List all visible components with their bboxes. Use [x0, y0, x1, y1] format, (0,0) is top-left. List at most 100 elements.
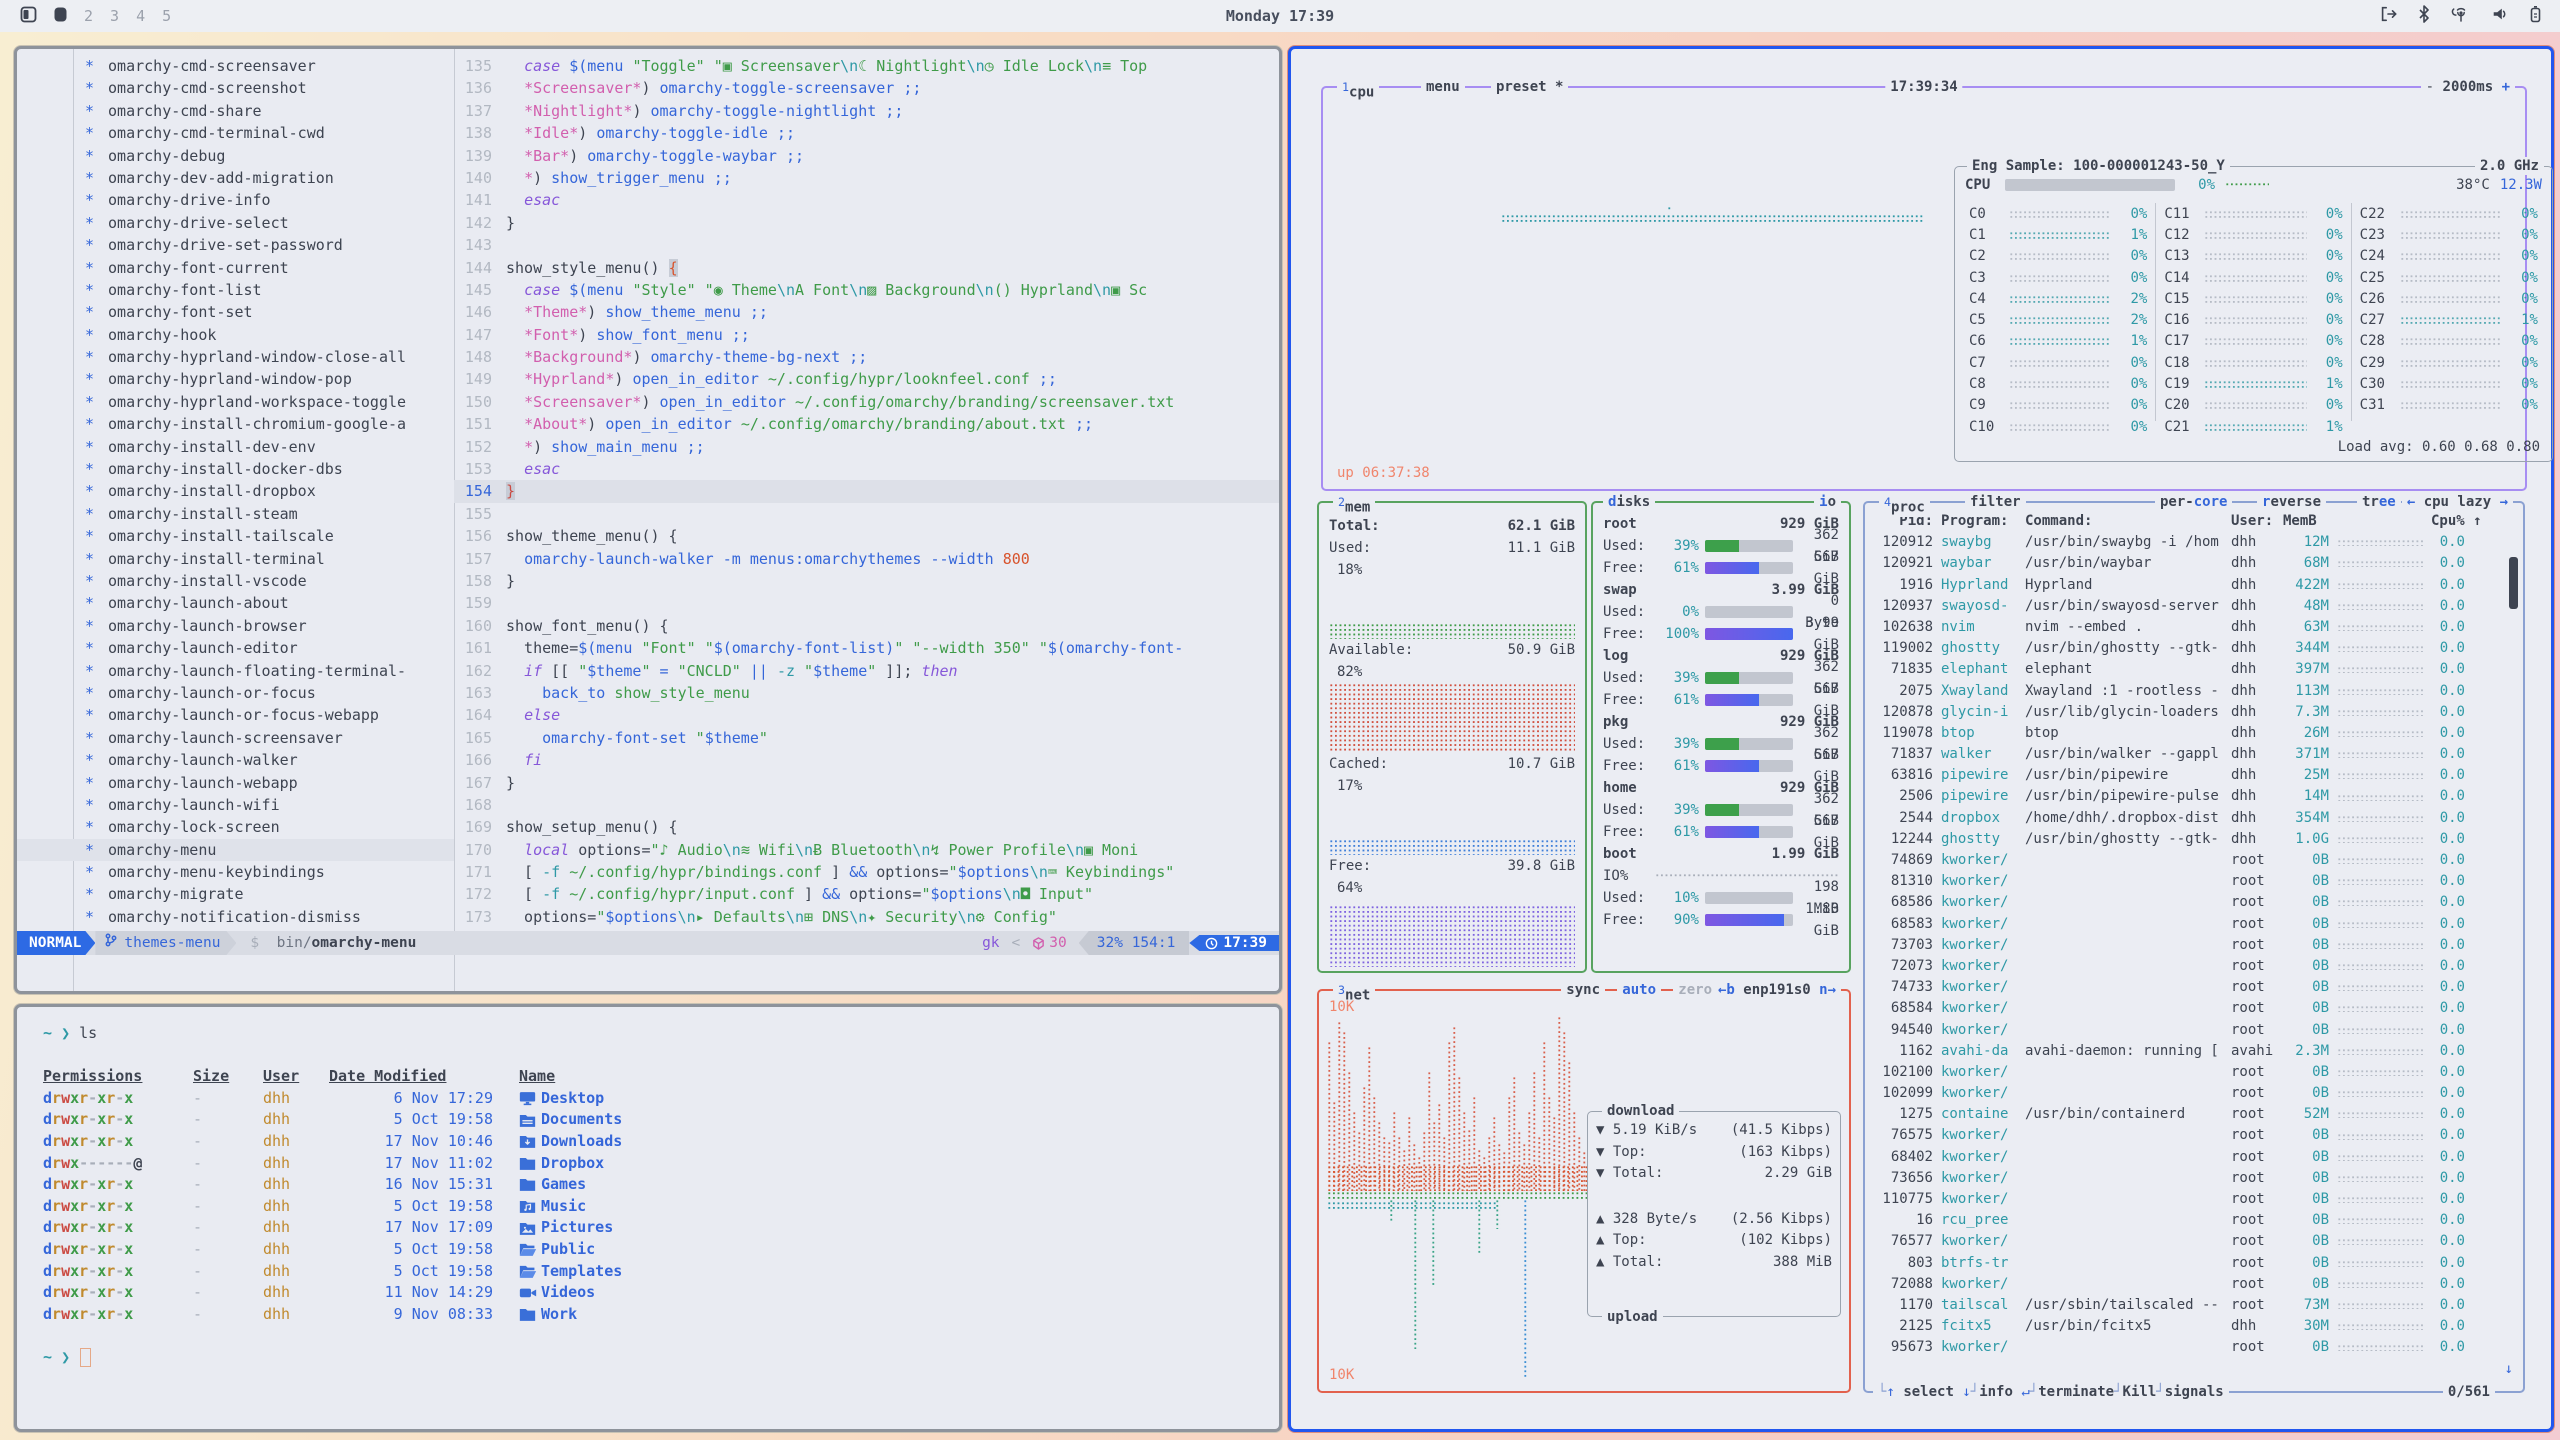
process-row[interactable]: 71837 walker/usr/bin/walker --gappl dhh 371… — [1890, 746, 2465, 763]
scroll-down-arrow[interactable]: ↓ — [2504, 1361, 2513, 1377]
editor-row[interactable]: * omarchy-hyprland-workspace-toggle 150 *S… — [17, 391, 1279, 413]
file-list-item[interactable]: * omarchy-hyprland-workspace-toggle — [85, 392, 407, 411]
workspace-5[interactable]: 5 — [162, 7, 172, 25]
process-row[interactable]: 803 btrfs-tr root 0B 0.0 — [1907, 1254, 2465, 1271]
file-list-item[interactable]: * omarchy-notification-dismiss — [85, 907, 361, 926]
file-list-item[interactable]: * omarchy-install-tailscale — [85, 527, 334, 546]
file-list-item[interactable]: * omarchy-cmd-screensaver — [85, 57, 316, 75]
workspace-4[interactable]: 4 — [136, 7, 146, 25]
process-row[interactable]: 68586 kworker/root 0B 0.0 — [1890, 894, 2465, 911]
editor-row[interactable]: * omarchy-dev-add-migration 140 *) show_tr… — [17, 167, 1279, 189]
btop-window[interactable]: 1cpu menu preset * 17:39:34 - 2000ms + E… — [1288, 46, 2554, 1432]
process-row[interactable]: 120937 swayosd-/usr/bin/swayosd-server dhh… — [1882, 597, 2465, 614]
process-table[interactable]: Pid: Program: Command: User: MemB Cpu% ↑ 12091… — [1865, 503, 2523, 1359]
battery-icon[interactable] — [2529, 5, 2542, 27]
process-row[interactable]: 2544 dropbox/home/dhh/.dropbox-dist dhh 354… — [1899, 809, 2465, 826]
net-zero-toggle[interactable]: zero — [1673, 981, 1717, 999]
workspace-2[interactable]: 2 — [84, 7, 94, 25]
file-list-item[interactable]: * omarchy-hyprland-window-pop — [85, 370, 352, 389]
file-list-item[interactable]: * omarchy-install-chromium-google-a — [85, 415, 407, 434]
preset-button[interactable]: preset * — [1491, 78, 1569, 96]
process-row[interactable]: 63816 pipewire/usr/bin/pipewire dhh 25M 0.0 — [1890, 767, 2465, 784]
ls-entry-name[interactable]: Documents — [541, 1110, 623, 1129]
file-list-item[interactable]: * omarchy-install-dev-env — [85, 437, 316, 456]
editor-row[interactable]: * omarchy-hook 147 *Font*) show_font_menu … — [17, 324, 1279, 346]
file-list-item[interactable]: * omarchy-drive-select — [85, 213, 289, 232]
tab-cpu[interactable]: 1cpu — [1337, 78, 1380, 102]
workspace-3[interactable]: 3 — [110, 7, 120, 25]
bluetooth-icon[interactable] — [2417, 5, 2431, 27]
editor-row[interactable]: * omarchy-install-tailscale 156 show_theme_… — [17, 525, 1279, 547]
process-row[interactable]: 68584 kworker/root 0B 0.0 — [1890, 1000, 2465, 1017]
process-row[interactable]: 119002 ghostty/usr/bin/ghostty --gtk-dhh 3… — [1882, 640, 2465, 657]
ls-entry-name[interactable]: Public — [541, 1239, 596, 1258]
proc-per-core-toggle[interactable]: per-core — [2155, 493, 2233, 511]
editor-row[interactable]: * omarchy-notification-dismiss 173 options… — [17, 906, 1279, 928]
editor-row[interactable]: * omarchy-install-docker-dbs 153 esac — [17, 458, 1279, 480]
file-list-item[interactable]: * omarchy-launch-editor — [85, 639, 298, 658]
tab-net[interactable]: 3net — [1333, 981, 1376, 1005]
process-row[interactable]: 1916 Hyprland Hyprland dhh 422M 0.0 — [1899, 576, 2465, 593]
proc-tree-toggle[interactable]: tree — [2357, 493, 2401, 511]
process-row[interactable]: 71835 elephant elephant dhh 397M 0.0 — [1890, 661, 2465, 678]
editor-row[interactable]: * omarchy-drive-set-password 143 — [17, 234, 1279, 256]
file-list-item[interactable]: * omarchy-font-set — [85, 303, 253, 322]
net-auto-toggle[interactable]: auto — [1617, 981, 1661, 999]
interval-control[interactable]: - 2000ms + — [2420, 78, 2515, 96]
file-list-item[interactable]: * omarchy-launch-browser — [85, 616, 307, 635]
file-list-item[interactable]: * omarchy-install-vscode — [85, 571, 307, 590]
editor-row[interactable]: * omarchy-install-steam 155 — [17, 503, 1279, 525]
process-row[interactable]: 102100 kworker/root 0B 0.0 — [1882, 1063, 2465, 1080]
process-row[interactable]: 2125 fcitx5/usr/bin/fcitx5 dhh 30M 0.0 — [1899, 1318, 2465, 1335]
process-row[interactable]: 73703 kworker/root 0B 0.0 — [1890, 936, 2465, 953]
process-row[interactable]: 1170 tailscal/usr/sbin/tailscaled -- root 7… — [1899, 1296, 2465, 1313]
editor-row[interactable]: * omarchy-launch-about 159 — [17, 592, 1279, 614]
terminal-output[interactable]: ~ ❯ ls Permissions Size User Date Modified Na… — [43, 1023, 1259, 1369]
process-row[interactable]: 73656 kworker/root 0B 0.0 — [1890, 1169, 2465, 1186]
clock[interactable]: Monday 17:39 — [1225, 7, 1335, 25]
ls-entry-name[interactable]: Games — [541, 1175, 587, 1194]
editor-row[interactable]: * omarchy-launch-or-focus 163 back_to show… — [17, 682, 1279, 704]
nvim-window[interactable]: * omarchy-cmd-screensaver 135 case $(menu … — [14, 46, 1282, 994]
file-list-item[interactable]: * omarchy-font-list — [85, 280, 262, 299]
editor-row[interactable]: * omarchy-launch-screensaver 165 omarchy-f… — [17, 727, 1279, 749]
editor-row[interactable]: * omarchy-hyprland-window-close-all 148 *B… — [17, 346, 1279, 368]
ls-entry-name[interactable]: Music — [541, 1196, 587, 1215]
file-list-item[interactable]: * omarchy-launch-or-focus — [85, 683, 316, 702]
logout-icon[interactable] — [2379, 5, 2397, 27]
proc-sort-switcher[interactable]: ← cpu lazy → — [2401, 493, 2513, 511]
process-row[interactable]: 72073 kworker/root 0B 0.0 — [1890, 957, 2465, 974]
menu-button[interactable]: menu — [1421, 78, 1465, 96]
editor-row[interactable]: * omarchy-menu-keybindings 171 [ -f ~/.con… — [17, 861, 1279, 883]
editor-row[interactable]: * omarchy-cmd-share 137 *Nightlight*) omar… — [17, 100, 1279, 122]
editor-row[interactable]: * omarchy-launch-webapp 167} — [17, 772, 1279, 794]
proc-header[interactable]: Pid: Program: Command: User: MemB Cpu% ↑ — [1899, 513, 2482, 529]
process-row[interactable]: 72088 kworker/root 0B 0.0 — [1890, 1275, 2465, 1292]
editor-row[interactable]: * omarchy-font-list 145 case $(menu "Style… — [17, 279, 1279, 301]
file-list-item[interactable]: * omarchy-install-docker-dbs — [85, 460, 343, 479]
file-list-item[interactable]: * omarchy-install-dropbox — [85, 482, 316, 501]
process-row[interactable]: 68402 kworker/root 0B 0.0 — [1890, 1148, 2465, 1165]
editor-row[interactable]: * omarchy-cmd-screensaver 135 case $(menu … — [17, 55, 1279, 77]
ls-entry-name[interactable]: Dropbox — [541, 1153, 605, 1172]
editor-row[interactable]: * omarchy-menu 170 local options="♪ Audio\… — [17, 838, 1279, 862]
process-row[interactable]: 12244 ghostty/usr/bin/ghostty --gtk-dhh 1.… — [1890, 830, 2465, 847]
process-row[interactable]: 94540 kworker/root 0B 0.0 — [1890, 1021, 2465, 1038]
io-toggle[interactable]: io — [1814, 493, 1841, 511]
proc-filter-button[interactable]: filter — [1965, 493, 2026, 511]
file-list-item[interactable]: * omarchy-menu — [17, 838, 454, 862]
filename[interactable]: $ bin/omarchy-menu — [250, 935, 417, 951]
editor-row[interactable]: * omarchy-drive-info 141 esac — [17, 189, 1279, 211]
split-separator[interactable] — [454, 49, 455, 991]
editor-row[interactable]: * omarchy-launch-or-focus-webapp 164 else — [17, 704, 1279, 726]
process-row[interactable]: 2506 pipewire/usr/bin/pipewire-pulse dhh 14… — [1899, 788, 2465, 805]
workspace-1-active[interactable] — [54, 7, 67, 26]
process-row[interactable]: 76577 kworker/root 0B 0.0 — [1890, 1233, 2465, 1250]
file-list-item[interactable]: * omarchy-install-terminal — [85, 549, 325, 568]
file-list-item[interactable]: * omarchy-launch-about — [85, 594, 289, 613]
git-branch-segment[interactable]: themes-menu — [95, 931, 236, 955]
ls-entry-name[interactable]: Videos — [541, 1283, 596, 1302]
editor-row[interactable]: * omarchy-launch-floating-terminal- 162 if… — [17, 660, 1279, 682]
file-list-item[interactable]: * omarchy-font-current — [85, 258, 289, 277]
editor-row[interactable]: * omarchy-launch-walker 166 fi — [17, 749, 1279, 771]
